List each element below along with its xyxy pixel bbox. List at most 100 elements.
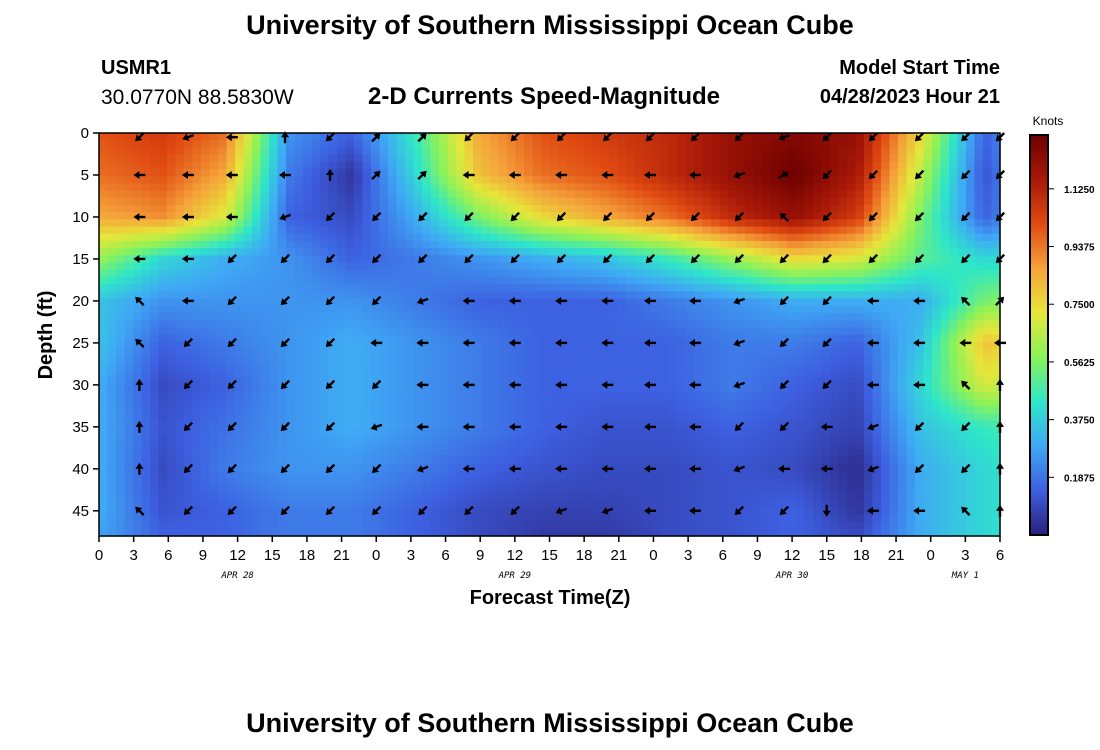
heatmap-cell: [957, 248, 967, 256]
heatmap-cell: [685, 406, 695, 415]
heatmap-cell: [184, 226, 194, 235]
heatmap-cell: [320, 183, 330, 192]
heatmap-cell: [498, 168, 508, 177]
heatmap-cell: [354, 320, 364, 328]
heatmap-cell: [651, 377, 661, 386]
heatmap-cell: [872, 233, 882, 242]
heatmap-cell: [354, 276, 364, 285]
heatmap-cell: [175, 219, 185, 228]
heatmap-cell: [745, 305, 755, 314]
heatmap-cell: [872, 406, 882, 415]
heatmap-cell: [507, 377, 517, 386]
heatmap-cell: [311, 161, 321, 170]
heatmap-cell: [524, 133, 534, 141]
heatmap-cell: [507, 413, 517, 422]
heatmap-cell: [702, 262, 712, 271]
heatmap-cell: [898, 204, 908, 213]
heatmap-cell: [226, 413, 236, 422]
heatmap-cell: [779, 377, 789, 386]
heatmap-cell: [957, 464, 967, 472]
heatmap-cell: [252, 140, 262, 148]
heatmap-cell: [286, 363, 296, 372]
heatmap-cell: [558, 284, 568, 292]
heatmap-cell: [107, 442, 117, 451]
heatmap-cell: [728, 413, 738, 422]
heatmap-cell: [235, 399, 245, 408]
heatmap-cell: [269, 377, 279, 386]
heatmap-cell: [957, 284, 967, 292]
heatmap-cell: [702, 312, 712, 321]
heatmap-cell: [762, 363, 772, 372]
heatmap-cell: [133, 449, 143, 458]
heatmap-cell: [575, 370, 585, 379]
heatmap-cell: [974, 420, 984, 429]
heatmap-cell: [634, 377, 644, 386]
heatmap-cell: [864, 363, 874, 372]
heatmap-cell: [966, 327, 976, 336]
heatmap-cell: [184, 406, 194, 415]
heatmap-cell: [524, 406, 534, 415]
heatmap-cell: [524, 248, 534, 256]
heatmap-cell: [192, 197, 202, 206]
heatmap-cell: [99, 348, 109, 357]
heatmap-cell: [932, 255, 942, 264]
heatmap-cell: [337, 399, 347, 408]
heatmap-cell: [320, 392, 330, 400]
heatmap-cell: [498, 133, 508, 141]
heatmap-cell: [235, 226, 245, 235]
heatmap-cell: [422, 327, 432, 336]
heatmap-cell: [235, 133, 245, 141]
heatmap-cell: [685, 248, 695, 256]
heatmap-cell: [124, 212, 134, 220]
heatmap-cell: [362, 413, 372, 422]
heatmap-cell: [167, 255, 177, 264]
heatmap-cell: [779, 456, 789, 465]
heatmap-cell: [116, 298, 126, 307]
heatmap-cell: [379, 197, 389, 206]
heatmap-cell: [838, 320, 848, 328]
heatmap-cell: [949, 240, 959, 249]
heatmap-cell: [838, 284, 848, 292]
heatmap-cell: [498, 420, 508, 429]
heatmap-cell: [566, 298, 576, 307]
heatmap-cell: [787, 420, 797, 429]
heatmap-cell: [405, 442, 415, 451]
heatmap-cell: [983, 334, 993, 343]
heatmap-cell: [498, 140, 508, 148]
heatmap-cell: [192, 320, 202, 328]
heatmap-cell: [541, 233, 551, 242]
heatmap-cell: [260, 161, 270, 170]
heatmap-cell: [243, 262, 253, 271]
heatmap-cell: [660, 147, 670, 156]
heatmap-cell: [558, 226, 568, 235]
heatmap-cell: [983, 248, 993, 256]
heatmap-cell: [243, 312, 253, 321]
heatmap-cell: [583, 133, 593, 141]
heatmap-cell: [838, 464, 848, 472]
heatmap-cell: [600, 305, 610, 314]
heatmap-cell: [439, 140, 449, 148]
heatmap-cell: [116, 327, 126, 336]
heatmap-cell: [762, 284, 772, 292]
heatmap-cell: [388, 312, 398, 321]
heatmap-cell: [481, 370, 491, 379]
heatmap-cell: [660, 226, 670, 235]
heatmap-cell: [473, 140, 483, 148]
heatmap-cell: [558, 356, 568, 364]
heatmap-cell: [677, 240, 687, 249]
heatmap-cell: [736, 226, 746, 235]
heatmap-cell: [651, 298, 661, 307]
heatmap-cell: [804, 435, 814, 444]
heatmap-cell: [677, 248, 687, 256]
heatmap-cell: [558, 197, 568, 206]
heatmap-cell: [974, 449, 984, 458]
heatmap-cell: [345, 348, 355, 357]
heatmap-cell: [124, 312, 134, 321]
heatmap-cell: [447, 456, 457, 465]
heatmap-cell: [379, 435, 389, 444]
heatmap-cell: [269, 190, 279, 199]
heatmap-cell: [286, 240, 296, 249]
heatmap-cell: [796, 449, 806, 458]
heatmap-cell: [507, 183, 517, 192]
heatmap-cell: [983, 442, 993, 451]
